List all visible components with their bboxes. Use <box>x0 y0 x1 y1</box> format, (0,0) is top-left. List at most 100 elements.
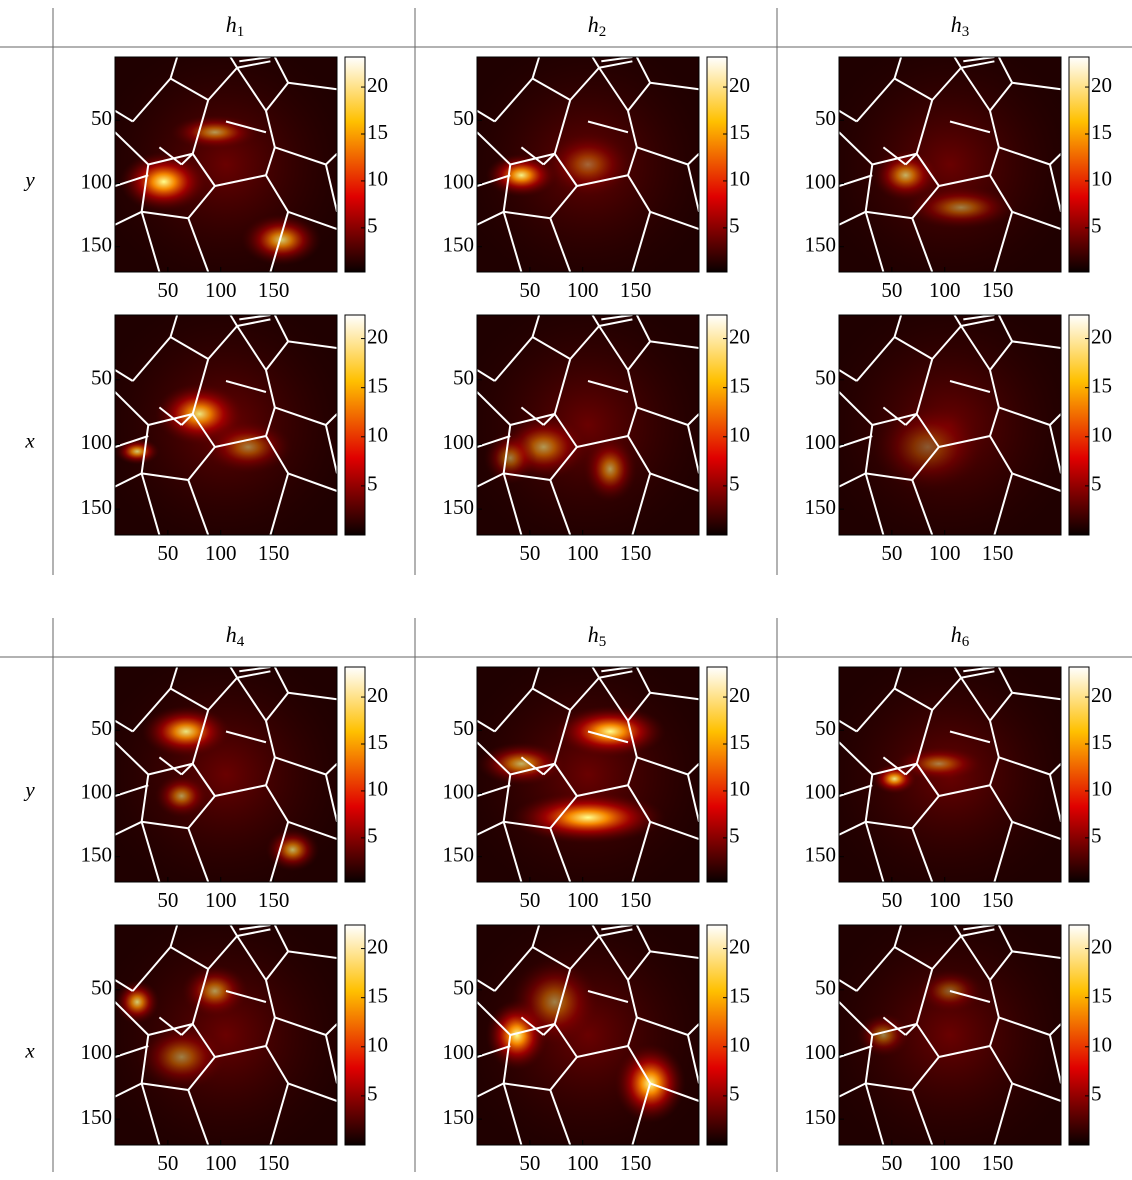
colorbar-tick-label: 5 <box>367 214 378 238</box>
boundary-line <box>180 153 194 166</box>
boundary-line <box>542 1023 556 1036</box>
boundary-line <box>960 318 995 327</box>
y-tick-label: 100 <box>81 1040 113 1064</box>
colorbar-tick-label: 10 <box>1091 777 1112 801</box>
boundary-line <box>236 67 267 112</box>
y-tick-label: 150 <box>805 233 837 257</box>
header-symbol: h <box>226 12 237 37</box>
boundary-line <box>915 709 934 765</box>
boundary-line <box>180 413 194 426</box>
y-tick-label: 100 <box>81 169 113 193</box>
boundary-line <box>856 946 896 992</box>
boundary-line <box>839 741 873 776</box>
header-symbol: h <box>588 12 599 37</box>
boundary-line <box>856 77 896 123</box>
y-tick-label: 150 <box>443 1105 475 1129</box>
heatmap-glow <box>839 925 1061 1145</box>
y-tick-label: 50 <box>453 976 474 1000</box>
boundary-line <box>636 406 689 426</box>
x-tick-label: 150 <box>982 1151 1014 1175</box>
boundary-line <box>553 413 578 448</box>
boundary-line <box>477 369 496 382</box>
heatmap-hotspot <box>483 431 537 485</box>
y-tick-label: 100 <box>443 430 475 454</box>
boundary-line <box>1048 774 1061 823</box>
boundary-line <box>115 719 134 733</box>
y-tick-label: 100 <box>805 169 837 193</box>
y-tick-label: 50 <box>91 106 112 130</box>
boundary-line <box>265 174 290 213</box>
boundary-line <box>865 1082 913 1091</box>
x-tick-label: 100 <box>205 888 237 912</box>
boundary-line <box>587 120 629 134</box>
boundary-line <box>569 325 600 360</box>
boundary-line <box>477 719 496 733</box>
header-symbol: h <box>951 12 962 37</box>
boundary-line <box>988 720 1000 758</box>
boundary-line <box>132 946 172 992</box>
panel-frame <box>476 56 700 273</box>
boundary-line <box>115 784 149 797</box>
boundary-line <box>502 774 512 822</box>
boundary-line <box>502 473 523 535</box>
boundary-line <box>115 131 149 166</box>
boundary-line <box>115 1082 143 1098</box>
colorbar-tick-label: 5 <box>367 824 378 848</box>
boundary-line <box>265 82 289 112</box>
boundary-line <box>649 210 699 230</box>
boundary-line <box>239 315 271 321</box>
colorbar-tick-label: 20 <box>729 324 750 348</box>
boundary-line <box>598 318 633 327</box>
boundary-line <box>988 110 1000 148</box>
boundary-line <box>915 763 940 797</box>
boundary-line <box>265 1045 290 1084</box>
colorbar-tick-label: 20 <box>1091 934 1112 958</box>
boundary-line <box>989 1017 1000 1047</box>
boundary-line <box>627 174 652 213</box>
boundary-line <box>503 472 551 481</box>
boundary-line <box>141 1082 189 1091</box>
boundary-line <box>115 391 150 426</box>
boundary-line <box>549 1089 572 1145</box>
boundary-line <box>989 692 1013 722</box>
boundary-line <box>549 185 578 219</box>
colorbar <box>706 314 728 536</box>
boundary-line <box>236 60 271 69</box>
boundary-line <box>1048 1034 1061 1084</box>
panel-frame <box>114 666 338 883</box>
y-tick-label: 100 <box>81 779 113 803</box>
heatmap-glow <box>115 667 337 882</box>
boundary-line <box>989 82 1013 112</box>
boundary-line <box>839 174 873 187</box>
boundary-line <box>477 820 505 836</box>
boundary-line <box>576 784 629 797</box>
y-tick-label: 150 <box>443 843 475 867</box>
boundary-line <box>169 336 209 360</box>
boundary-line <box>239 925 271 931</box>
y-tick-label: 100 <box>443 779 475 803</box>
boundary-line <box>631 821 652 882</box>
boundary-line <box>265 435 290 474</box>
boundary-line <box>265 692 289 722</box>
heatmap-panel: 50 100 150 50 100 150 5 10 15 20 <box>443 666 750 912</box>
x-tick-label: 50 <box>519 888 540 912</box>
colorbar-tick-label: 10 <box>1091 167 1112 191</box>
header-subscript: 6 <box>962 634 970 650</box>
boundary-line <box>915 99 934 155</box>
boundary-line <box>856 687 896 733</box>
boundary-line <box>864 821 885 882</box>
boundary-line <box>872 152 917 166</box>
boundary-line <box>989 340 1013 371</box>
boundary-line <box>274 1016 327 1036</box>
boundary-line <box>287 1082 337 1102</box>
boundary-line <box>191 1023 216 1058</box>
heatmap-image <box>115 667 337 882</box>
boundary-line <box>1011 210 1061 230</box>
boundary-line <box>132 77 172 123</box>
boundary-line <box>591 667 600 679</box>
column-header: h4 <box>226 622 245 650</box>
colorbar <box>706 56 728 273</box>
boundary-line <box>904 153 918 166</box>
boundary-line <box>938 435 991 448</box>
boundary-line <box>494 687 534 733</box>
